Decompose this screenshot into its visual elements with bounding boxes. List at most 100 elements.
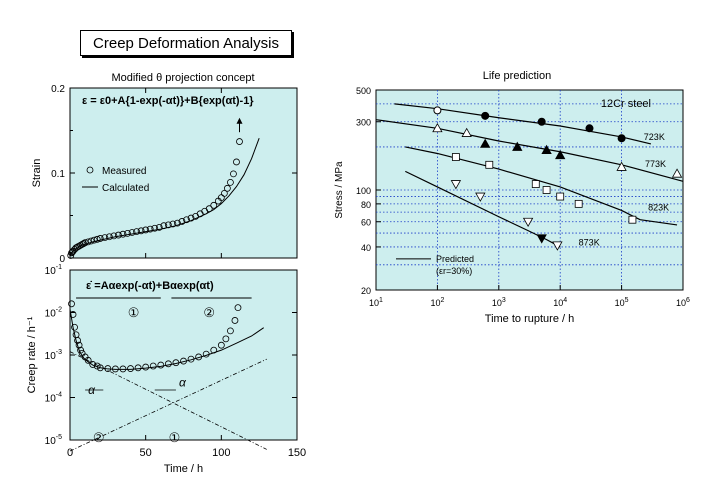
strain-measured-point — [110, 232, 118, 240]
life-point-773K — [671, 168, 683, 178]
rate-measured-point — [89, 361, 97, 368]
strain-measured-point — [137, 227, 145, 235]
life-point-723K — [481, 111, 490, 120]
life-prediction-chart: 20 40 60 80 100 300 500 101 102 103 104 105 106 Time … — [334, 86, 690, 325]
rate-equation: ε̇ =Aαexp(-αt)+Bαexp(αt) — [86, 280, 214, 292]
life-xlabel: Time to rupture / h — [485, 313, 574, 325]
strain-measured-point — [146, 225, 154, 233]
life-ytick-label: 100 — [356, 186, 371, 196]
rate-measured-point — [68, 300, 75, 308]
term2-label-top: ② — [203, 305, 215, 320]
rate-ytick-label: 10-2 — [45, 307, 62, 320]
strain-measured-point — [223, 184, 231, 192]
strain-measured-point — [160, 222, 168, 230]
label-773K: 773K — [645, 159, 666, 169]
strain-measured-point — [183, 216, 190, 224]
strain-chart-title: Modified θ projection concept — [111, 72, 254, 84]
strain-measured-point — [178, 218, 186, 225]
strain-ytick-label: 0.1 — [51, 169, 65, 180]
label-873K: 873K — [579, 237, 600, 247]
life-curve-723K — [394, 103, 652, 145]
term2-line — [69, 358, 267, 452]
life-xtick-label: 105 — [615, 297, 629, 308]
life-xtick-label: 101 — [369, 297, 383, 308]
rate-measured-point — [74, 337, 81, 344]
creep-rate-chart: 10-5 10-4 10-3 10-2 10-1 0 50 100 150 Time / h Cre… — [26, 264, 306, 475]
rate-measured-point — [210, 346, 218, 354]
term1-label-bottom: ① — [169, 430, 181, 445]
strain-measured-point — [151, 224, 159, 232]
page-title: Creep Deformation Analysis — [80, 30, 292, 56]
strain-measured-point — [227, 178, 234, 186]
rate-measured-point — [195, 353, 203, 361]
rate-measured-point — [227, 327, 234, 335]
strain-measured-point — [155, 223, 163, 231]
life-ylabel: Stress / MPa — [334, 161, 345, 219]
rate-measured-point — [142, 363, 150, 371]
life-ytick-label: 80 — [361, 200, 371, 210]
strain-measured-point — [233, 158, 240, 166]
label-823K: 823K — [648, 202, 669, 212]
strain-ytick-label: 0 — [59, 254, 65, 265]
strain-measured-point — [187, 214, 195, 222]
rate-measured-point — [180, 357, 187, 365]
term1-label-top: ① — [128, 305, 140, 320]
rate-xtick-label: 150 — [288, 447, 306, 459]
life-point-723K — [537, 117, 546, 126]
rate-measured-point — [217, 341, 225, 349]
life-point-773K — [432, 122, 443, 133]
strain-measured-point — [220, 189, 228, 197]
life-chart-title: Life prediction — [483, 70, 552, 82]
life-point-873K — [475, 192, 486, 202]
life-point-773K — [541, 144, 552, 155]
strain-measured-point — [236, 138, 243, 145]
life-ytick-label: 500 — [356, 86, 371, 96]
rate-measured-point — [69, 311, 77, 318]
rate-xtick-label: 0 — [67, 447, 73, 459]
life-xtick-label: 102 — [430, 297, 444, 308]
term2-label-bottom: ② — [93, 430, 105, 445]
life-point-823K — [451, 153, 460, 161]
predicted-condition-label: (εr=30%) — [436, 266, 472, 276]
strain-measured-point — [169, 220, 177, 228]
life-ytick-label: 40 — [361, 243, 371, 253]
rate-measured-point — [96, 364, 104, 372]
rate-measured-point — [75, 341, 83, 349]
strain-plot-area — [69, 87, 298, 259]
life-ytick-label: 20 — [361, 286, 371, 296]
strain-measured-point — [230, 170, 237, 178]
strain-ytick-label: 0.2 — [51, 84, 65, 95]
strain-measured-point — [115, 231, 122, 239]
life-point-823K — [542, 186, 551, 194]
rate-plot-area — [69, 269, 298, 441]
rate-measured-point — [127, 365, 134, 372]
life-point-823K — [556, 192, 565, 201]
strain-measured-point — [142, 226, 150, 234]
strain-measured-point — [119, 230, 127, 238]
life-curve-773K — [375, 119, 684, 182]
life-curve-823K — [405, 146, 678, 226]
life-point-823K — [628, 215, 637, 224]
rate-measured-point — [164, 360, 172, 368]
page-title-text: Creep Deformation Analysis — [93, 34, 279, 52]
predicted-legend-label: Predicted — [436, 254, 474, 264]
life-point-773K — [616, 161, 627, 171]
strain-measured-point — [105, 233, 113, 241]
strain-measured-point — [96, 235, 104, 242]
life-point-723K — [585, 124, 594, 133]
rate-measured-point — [134, 364, 142, 372]
strain-measured-point — [84, 238, 92, 246]
rate-measured-point — [104, 365, 112, 372]
steel-label: 12Cr steel — [601, 98, 651, 110]
life-point-773K — [512, 141, 523, 151]
strain-measured-point — [90, 236, 98, 244]
rate-ylabel: Creep rate / h⁻¹ — [26, 316, 38, 393]
strain-measured-point — [128, 229, 136, 236]
strain-measured-point — [93, 235, 101, 243]
rate-measured-point — [71, 323, 78, 331]
strain-measured-point — [81, 239, 89, 247]
strain-chart: 0 0.1 0.2 Strain ε = ε0+A{1-exp(-αt)}+B{exp(… — [31, 84, 298, 265]
rate-xlabel: Time / h — [164, 463, 203, 475]
rate-measured-point — [119, 365, 127, 373]
legend-calculated-label: Calculated — [102, 183, 149, 194]
